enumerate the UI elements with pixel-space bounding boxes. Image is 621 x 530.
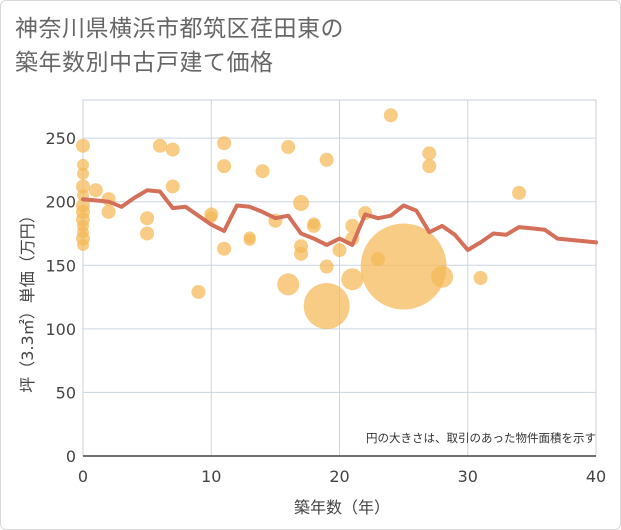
data-bubble xyxy=(217,136,232,151)
data-bubble xyxy=(191,284,206,299)
data-bubble xyxy=(165,179,180,194)
trend-line-layer xyxy=(81,188,598,252)
data-bubble xyxy=(88,183,103,198)
data-bubble xyxy=(360,223,447,310)
data-bubble xyxy=(77,167,89,180)
y-tick-label: 100 xyxy=(45,320,76,339)
data-bubble xyxy=(76,179,90,194)
data-bubble xyxy=(422,159,437,174)
data-bubble xyxy=(306,218,321,233)
y-axis-label: 坪（3.3㎡）単価（万円） xyxy=(18,207,37,392)
data-bubble xyxy=(341,268,364,291)
chart-title-line-2: 築年数別中古戸建て価格 xyxy=(15,50,274,76)
data-bubble xyxy=(140,211,155,226)
data-bubble xyxy=(217,159,232,174)
data-bubble xyxy=(165,142,180,157)
data-bubble xyxy=(293,194,310,211)
data-bubble xyxy=(152,138,167,153)
y-tick-label: 50 xyxy=(56,383,76,402)
data-bubble xyxy=(422,146,437,161)
data-bubble xyxy=(243,233,256,246)
data-bubble xyxy=(512,185,527,200)
data-bubble xyxy=(217,241,232,256)
data-bubble xyxy=(277,273,300,296)
data-bubble xyxy=(76,138,90,153)
x-tick-label: 0 xyxy=(78,467,88,486)
bubble-layer xyxy=(76,108,527,329)
x-tick-label: 10 xyxy=(201,467,221,486)
chart-title: 神奈川県横浜市都筑区荏田東の 築年数別中古戸建て価格 xyxy=(15,12,575,80)
y-tick-label: 250 xyxy=(45,129,76,148)
y-tick-label: 150 xyxy=(45,256,76,275)
bubble-size-note: 円の大きさは、取引のあった物件面積を示す xyxy=(366,431,596,445)
chart-title-line-1: 神奈川県横浜市都筑区荏田東の xyxy=(15,16,344,42)
y-tick-label: 0 xyxy=(66,447,76,466)
trend-line xyxy=(81,188,598,252)
data-bubble xyxy=(303,282,350,329)
x-tick-label: 30 xyxy=(458,467,478,486)
data-bubble xyxy=(345,218,360,233)
y-tick-label: 200 xyxy=(45,193,76,212)
data-bubble xyxy=(319,259,334,274)
data-bubble xyxy=(473,271,488,285)
grid xyxy=(82,99,597,457)
data-bubble xyxy=(205,210,218,223)
data-bubble xyxy=(431,265,454,288)
data-bubble xyxy=(294,246,309,261)
data-bubble xyxy=(140,226,155,241)
tick-labels: 0 10 20 30 40 0 50 100 150 200 250 xyxy=(45,129,606,486)
data-bubble xyxy=(255,164,270,179)
data-bubble xyxy=(281,140,296,155)
data-bubble xyxy=(383,108,398,123)
data-bubble xyxy=(101,204,116,219)
data-bubble xyxy=(332,243,347,258)
data-bubble xyxy=(77,158,89,171)
data-bubble xyxy=(77,238,89,251)
x-tick-label: 20 xyxy=(329,467,349,486)
data-bubble xyxy=(319,152,334,167)
x-tick-label: 40 xyxy=(586,467,606,486)
x-axis-label: 築年数（年） xyxy=(294,498,390,517)
